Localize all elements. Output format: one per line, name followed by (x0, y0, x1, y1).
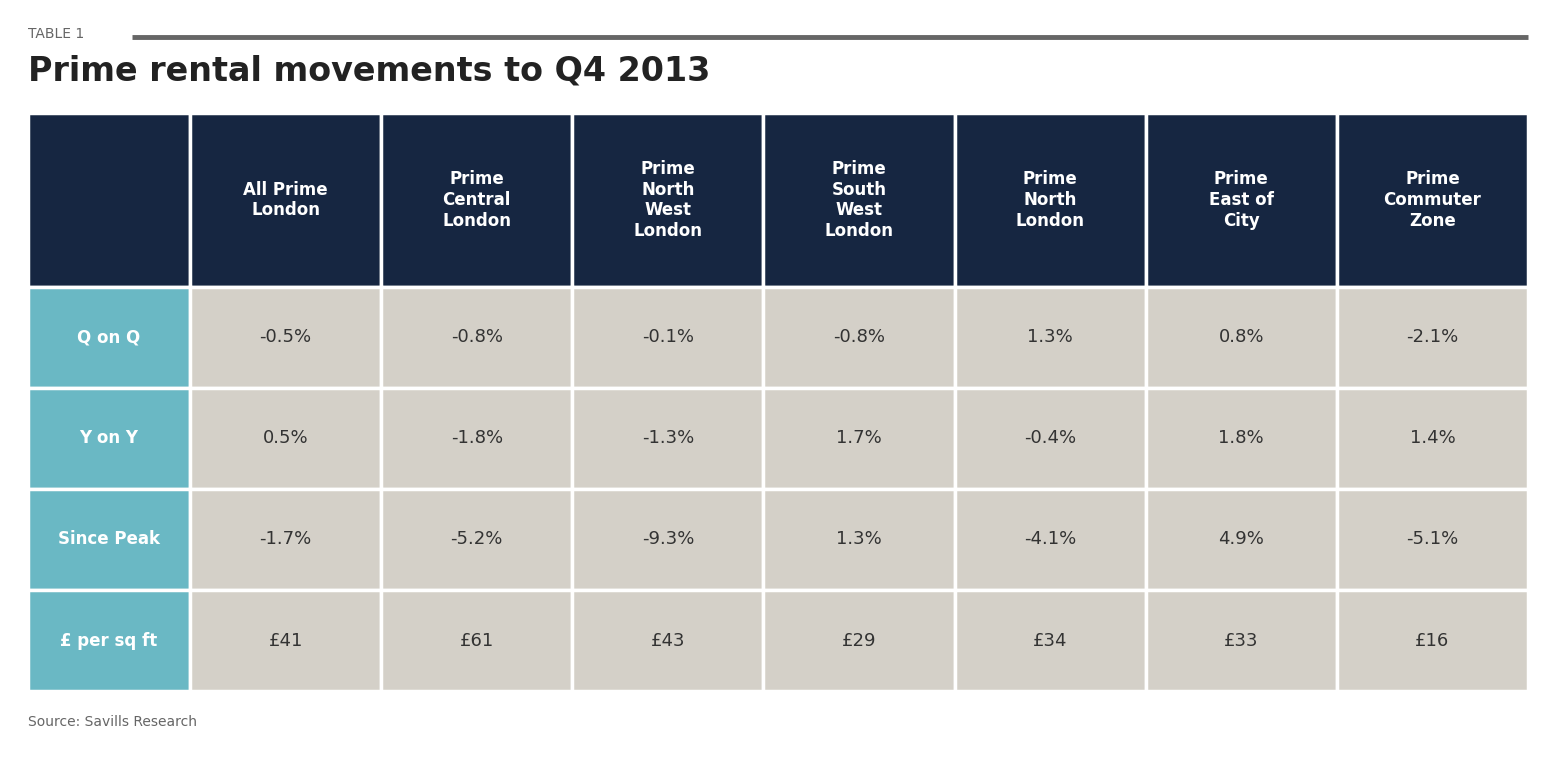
Text: Prime
East of
City: Prime East of City (1209, 170, 1274, 230)
Text: £33: £33 (1225, 632, 1259, 650)
Text: -0.4%: -0.4% (1024, 430, 1077, 448)
Text: -2.1%: -2.1% (1407, 328, 1458, 346)
Text: £34: £34 (1033, 632, 1067, 650)
Text: £43: £43 (650, 632, 685, 650)
Text: All Prime
London: All Prime London (243, 180, 328, 219)
Text: Prime
Commuter
Zone: Prime Commuter Zone (1383, 170, 1481, 230)
Text: Prime rental movements to Q4 2013: Prime rental movements to Q4 2013 (28, 55, 711, 87)
Text: -1.7%: -1.7% (260, 530, 311, 548)
Text: £ per sq ft: £ per sq ft (61, 632, 157, 650)
Text: £29: £29 (842, 632, 876, 650)
Text: 1.8%: 1.8% (1218, 430, 1263, 448)
Text: -9.3%: -9.3% (641, 530, 694, 548)
Text: 1.4%: 1.4% (1410, 430, 1455, 448)
Text: -0.8%: -0.8% (451, 328, 503, 346)
Text: -5.2%: -5.2% (451, 530, 503, 548)
Text: 4.9%: 4.9% (1218, 530, 1263, 548)
Text: Source: Savills Research: Source: Savills Research (28, 715, 198, 729)
Text: Since Peak: Since Peak (58, 530, 160, 548)
Text: -0.1%: -0.1% (643, 328, 694, 346)
Text: £41: £41 (268, 632, 303, 650)
Text: Prime
South
West
London: Prime South West London (825, 160, 893, 240)
Text: -1.8%: -1.8% (451, 430, 503, 448)
Text: TABLE 1: TABLE 1 (28, 27, 84, 41)
Text: 1.7%: 1.7% (836, 430, 882, 448)
Text: Y on Y: Y on Y (79, 430, 138, 448)
Text: 0.8%: 0.8% (1218, 328, 1263, 346)
Text: £61: £61 (459, 632, 493, 650)
Text: £16: £16 (1416, 632, 1450, 650)
Text: -0.8%: -0.8% (832, 328, 885, 346)
Text: Prime
North
London: Prime North London (1016, 170, 1085, 230)
Text: 0.5%: 0.5% (263, 430, 308, 448)
Text: 1.3%: 1.3% (836, 530, 882, 548)
Text: Prime
Central
London: Prime Central London (442, 170, 512, 230)
Text: -0.5%: -0.5% (260, 328, 311, 346)
Text: -1.3%: -1.3% (641, 430, 694, 448)
Text: -4.1%: -4.1% (1024, 530, 1077, 548)
Text: Prime
North
West
London: Prime North West London (633, 160, 702, 240)
Text: Q on Q: Q on Q (78, 328, 140, 346)
Text: -5.1%: -5.1% (1407, 530, 1458, 548)
Text: 1.3%: 1.3% (1027, 328, 1074, 346)
